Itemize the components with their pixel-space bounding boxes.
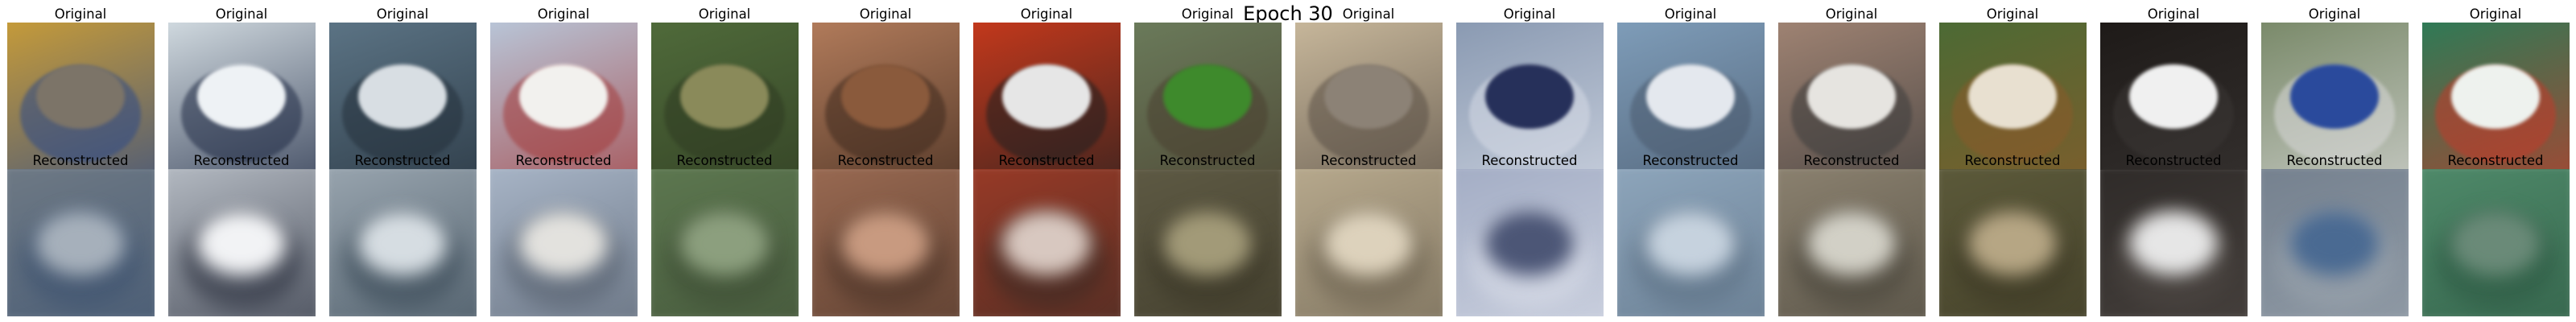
original-title: Original [1986,6,2039,22]
figure-title: Epoch 30 [1243,2,1333,25]
reconstructed-image [2260,169,2409,316]
original-image [2421,23,2570,170]
original-image [811,23,960,170]
reconstructed-image [1455,169,1604,316]
original-title: Original [376,6,429,22]
reconstructed-title: Reconstructed [32,153,129,168]
original-image [489,23,638,170]
reconstructed-title: Reconstructed [1481,153,1578,168]
original-title: Original [2147,6,2200,22]
original-title: Original [1020,6,1073,22]
reconstructed-image [1616,169,1765,316]
reconstructed-image [1938,169,2087,316]
original-image [1777,23,1926,170]
reconstructed-image [167,169,316,316]
reconstructed-title: Reconstructed [676,153,773,168]
original-image [2099,23,2248,170]
reconstructed-image [1777,169,1926,316]
reconstructed-title: Reconstructed [2447,153,2544,168]
original-title: Original [859,6,912,22]
original-title: Original [698,6,751,22]
original-image [1938,23,2087,170]
original-image [328,23,477,170]
original-image [650,23,799,170]
original-image [167,23,316,170]
original-title: Original [1181,6,1234,22]
original-title: Original [1342,6,1395,22]
reconstructed-title: Reconstructed [1964,153,2061,168]
original-image [1616,23,1765,170]
original-image [6,23,155,170]
original-image [1133,23,1282,170]
reconstructed-image [972,169,1121,316]
original-title: Original [54,6,107,22]
original-title: Original [537,6,590,22]
original-image [2260,23,2409,170]
original-title: Original [1664,6,1717,22]
reconstructed-title: Reconstructed [2125,153,2222,168]
reconstructed-image [2421,169,2570,316]
reconstructed-title: Reconstructed [354,153,451,168]
reconstructed-image [489,169,638,316]
reconstructed-title: Reconstructed [1320,153,1417,168]
reconstructed-title: Reconstructed [998,153,1095,168]
original-title: Original [1825,6,1878,22]
reconstructed-title: Reconstructed [2286,153,2383,168]
reconstructed-image [6,169,155,316]
reconstructed-title: Reconstructed [837,153,934,168]
reconstructed-image [1133,169,1282,316]
original-image [972,23,1121,170]
reconstructed-image [1294,169,1443,316]
reconstructed-title: Reconstructed [515,153,612,168]
reconstructed-image [811,169,960,316]
original-title: Original [2308,6,2361,22]
original-image [1455,23,1604,170]
reconstructed-title: Reconstructed [1159,153,1256,168]
original-title: Original [2469,6,2522,22]
reconstructed-title: Reconstructed [1642,153,1739,168]
reconstructed-image [2099,169,2248,316]
original-image [1294,23,1443,170]
original-title: Original [1503,6,1556,22]
reconstructed-title: Reconstructed [193,153,290,168]
original-title: Original [215,6,268,22]
reconstructed-image [650,169,799,316]
reconstructed-title: Reconstructed [1803,153,1900,168]
reconstructed-image [328,169,477,316]
